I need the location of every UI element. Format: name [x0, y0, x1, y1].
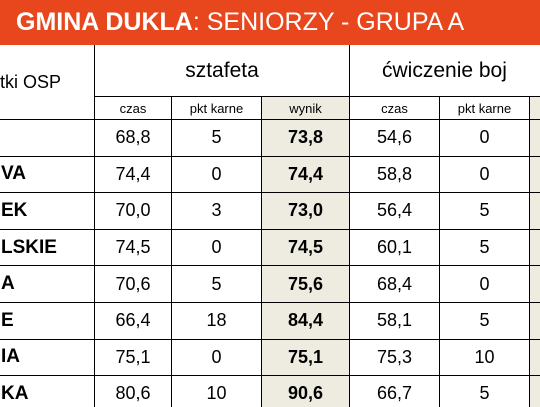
value-cell: 80,6: [95, 376, 172, 407]
row-name: IA: [0, 339, 95, 377]
subcolumn-header: pkt karne: [172, 97, 262, 120]
value-cell: 70,0: [95, 193, 172, 230]
value-cell: 56,4: [350, 193, 440, 230]
value-cell: 60,1: [350, 229, 440, 267]
value-cell: 3: [172, 193, 262, 230]
value-cell: [530, 303, 540, 340]
title-bold: GMINA DUKLA: [16, 8, 193, 36]
value-cell: 74,5: [95, 229, 172, 267]
value-cell: [530, 339, 540, 377]
row-name: KA: [0, 376, 95, 407]
subcolumn-header: czas: [350, 97, 440, 120]
title-bar: GMINA DUKLA: SENIORZY - GRUPA A: [0, 0, 540, 45]
row-name: VA: [0, 156, 95, 194]
result-cell: 84,4: [262, 303, 350, 340]
subcolumn-header: [530, 97, 540, 120]
value-cell: 68,8: [95, 120, 172, 157]
subcolumn-header: wynik: [262, 97, 350, 120]
result-cell: 90,6: [262, 376, 350, 407]
row-name: [0, 120, 95, 157]
subcolumn-header: pkt karne: [440, 97, 530, 120]
result-cell: 73,0: [262, 193, 350, 230]
value-cell: 66,4: [95, 303, 172, 340]
result-cell: 73,8: [262, 120, 350, 157]
value-cell: [530, 266, 540, 303]
result-cell: 74,5: [262, 229, 350, 267]
value-cell: 68,4: [350, 266, 440, 303]
title-rest: : SENIORZY - GRUPA A: [192, 8, 465, 36]
value-cell: 0: [440, 156, 530, 194]
value-cell: 58,1: [350, 303, 440, 340]
value-cell: [530, 120, 540, 157]
value-cell: 74,4: [95, 156, 172, 194]
column-header: tki OSP: [0, 45, 95, 120]
value-cell: 18: [172, 303, 262, 340]
value-cell: [530, 229, 540, 267]
value-cell: [530, 193, 540, 230]
value-cell: 5: [440, 229, 530, 267]
value-cell: 5: [172, 266, 262, 303]
row-name: E: [0, 303, 95, 340]
column-header: ćwiczenie boj: [350, 45, 540, 97]
result-cell: 75,1: [262, 339, 350, 377]
value-cell: 54,6: [350, 120, 440, 157]
value-cell: 5: [440, 193, 530, 230]
value-cell: 5: [440, 376, 530, 407]
value-cell: 66,7: [350, 376, 440, 407]
value-cell: 70,6: [95, 266, 172, 303]
row-name: A: [0, 266, 95, 303]
column-header: sztafeta: [95, 45, 350, 97]
value-cell: 0: [440, 266, 530, 303]
value-cell: 75,1: [95, 339, 172, 377]
value-cell: 58,8: [350, 156, 440, 194]
row-name: EK: [0, 193, 95, 230]
value-cell: 5: [440, 303, 530, 340]
value-cell: 10: [440, 339, 530, 377]
value-cell: [530, 376, 540, 407]
value-cell: 0: [172, 339, 262, 377]
value-cell: 0: [440, 120, 530, 157]
value-cell: 75,3: [350, 339, 440, 377]
result-cell: 75,6: [262, 266, 350, 303]
row-name: LSKIE: [0, 229, 95, 267]
subcolumn-header: czas: [95, 97, 172, 120]
value-cell: 5: [172, 120, 262, 157]
result-cell: 74,4: [262, 156, 350, 194]
value-cell: 0: [172, 229, 262, 267]
value-cell: 0: [172, 156, 262, 194]
value-cell: [530, 156, 540, 194]
value-cell: 10: [172, 376, 262, 407]
